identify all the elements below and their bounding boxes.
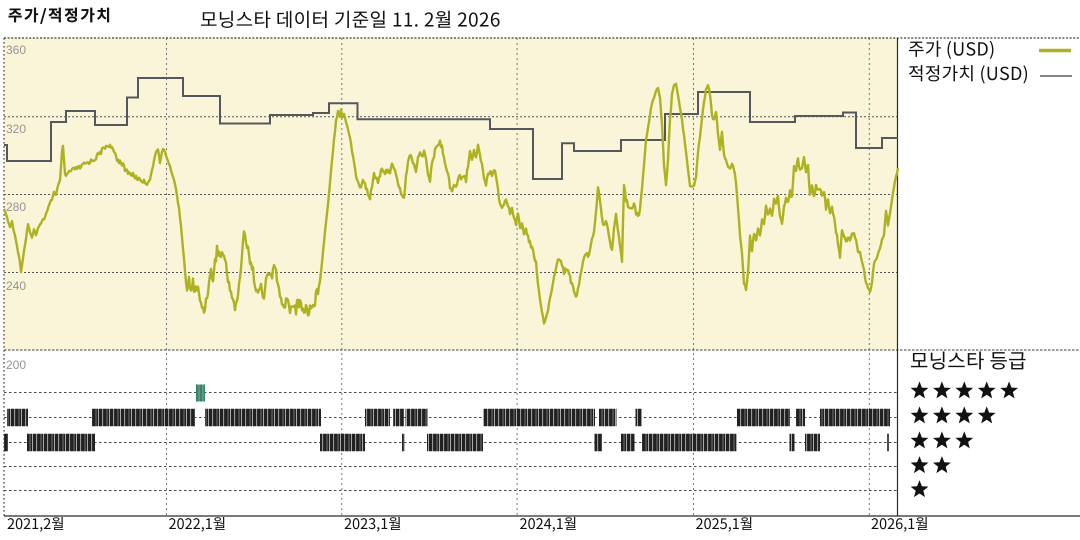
svg-text:320: 320 bbox=[6, 122, 26, 136]
svg-text:280: 280 bbox=[6, 200, 26, 214]
svg-text:200: 200 bbox=[6, 358, 26, 372]
svg-text:240: 240 bbox=[6, 279, 26, 293]
svg-text:360: 360 bbox=[6, 43, 26, 57]
